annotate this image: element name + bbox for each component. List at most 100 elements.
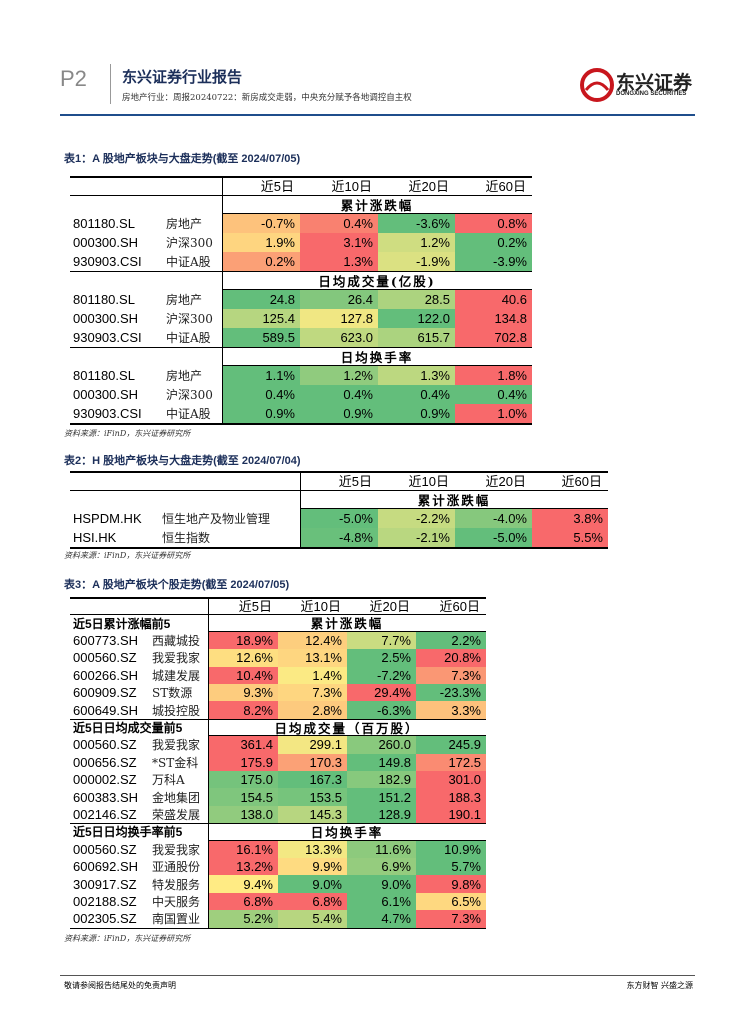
table-rule (70, 547, 608, 549)
value-cell: 172.5 (416, 753, 486, 771)
vertical-rule (222, 176, 223, 423)
table-source: 资料来源：iFinD，东兴证券研究所 (64, 934, 191, 943)
section-rule (70, 195, 532, 196)
value-cell: 134.8 (455, 309, 532, 328)
value-cell: 4.7% (347, 910, 416, 928)
value-cell: 154.5 (208, 788, 278, 806)
row-name: 金地集团 (152, 790, 201, 805)
row-code: 801180.SL (73, 216, 135, 231)
value-cell: 175.0 (208, 771, 278, 789)
value-cell: -23.3% (416, 684, 486, 702)
row-code: 002305.SZ (73, 911, 137, 927)
row-code: 930903.CSI (73, 330, 142, 345)
subtitle: 房地产行业：周报20240722：新房成交走弱，中央充分赋予各地调控自主权 (122, 93, 412, 103)
value-cell: 13.2% (208, 858, 278, 876)
table-title: 表3：A 股地产板块个股走势(截至 2024/07/05) (64, 579, 290, 591)
value-cell: 6.8% (278, 892, 347, 911)
row-code: 600266.SH (73, 667, 139, 683)
value-cell: 0.8% (455, 214, 532, 233)
value-cell: 0.9% (300, 404, 378, 423)
value-cell: 170.3 (278, 753, 347, 771)
value-cell: -4.0% (455, 509, 532, 528)
value-cell: -6.3% (347, 701, 416, 719)
footer-right: 东方财智 兴盛之源 (626, 981, 693, 990)
row-name: 沪深300 (166, 388, 213, 402)
value-cell: 299.1 (278, 736, 347, 754)
row-name: 我爱我家 (152, 842, 201, 857)
row-name: 亚通股份 (152, 860, 201, 875)
value-cell: 20.8% (416, 649, 486, 667)
table-rule (70, 597, 486, 599)
value-cell: 623.0 (300, 328, 378, 347)
value-cell: 7.3% (416, 666, 486, 684)
value-cell: 190.1 (416, 805, 486, 824)
value-cell: 18.9% (208, 631, 278, 650)
row-name: 沪深300 (166, 312, 213, 326)
value-cell: 40.6 (455, 290, 532, 309)
value-cell: 188.3 (416, 788, 486, 806)
row-name: 中证A股 (166, 407, 211, 421)
value-cell: 615.7 (378, 328, 455, 347)
value-cell: 125.4 (222, 309, 300, 328)
column-header: 近20日 (485, 474, 526, 489)
section-label: 近5日日均成交量前5 (73, 720, 183, 735)
value-cell: 6.5% (416, 892, 486, 911)
column-header: 近10日 (300, 599, 341, 615)
value-cell: 10.9% (416, 840, 486, 858)
header-rule (60, 114, 695, 116)
row-name: 中天服务 (152, 894, 201, 909)
row-code: 002188.SZ (73, 893, 137, 909)
value-cell: 9.3% (208, 684, 278, 702)
section-heading: 日均成交量（百万股） (208, 719, 486, 737)
value-cell: 182.9 (347, 771, 416, 789)
row-code: 000560.SZ (73, 841, 137, 857)
vertical-rule (208, 597, 209, 928)
value-cell: -3.6% (378, 214, 455, 233)
brand: 东兴证券行业报告 (122, 69, 243, 86)
section-heading: 累计涨跌幅 (222, 195, 532, 214)
value-cell: 0.9% (378, 404, 455, 423)
row-code: 000002.SZ (73, 772, 137, 788)
value-cell: 702.8 (455, 328, 532, 347)
table-title: 表2：H 股地产板块与大盘走势(截至 2024/07/04) (64, 455, 301, 467)
table-source: 资料来源：iFinD，东兴证券研究所 (64, 551, 191, 560)
row-code: 801180.SL (73, 368, 135, 383)
value-cell: 1.8% (455, 366, 532, 385)
value-cell: 12.4% (278, 631, 347, 650)
value-cell: 26.4 (300, 290, 378, 309)
value-cell: -0.7% (222, 214, 300, 233)
column-header: 近20日 (369, 599, 410, 615)
value-cell: 0.4% (222, 385, 300, 404)
value-cell: 361.4 (208, 736, 278, 754)
value-cell: 29.4% (347, 684, 416, 702)
column-header: 近5日 (338, 474, 372, 489)
logo-en: DONGXING SECURITIES (616, 91, 687, 97)
value-cell: 122.0 (378, 309, 455, 328)
column-header: 近10日 (408, 474, 449, 489)
value-cell: 1.3% (300, 252, 378, 271)
footer-left: 敬请参阅报告结尾处的免责声明 (64, 981, 176, 990)
value-cell: 8.2% (208, 701, 278, 719)
logo-icon (580, 68, 614, 102)
page-number: P2 (60, 66, 87, 91)
table-rule (70, 176, 532, 178)
value-cell: 260.0 (347, 736, 416, 754)
row-code: 002146.SZ (73, 806, 137, 822)
value-cell: 3.1% (300, 233, 378, 252)
row-code: HSI.HK (73, 530, 117, 545)
row-code: 600383.SH (73, 789, 139, 805)
value-cell: 5.5% (532, 528, 608, 547)
value-cell: 13.3% (278, 840, 347, 858)
vertical-rule (300, 471, 301, 547)
value-cell: 301.0 (416, 771, 486, 789)
value-cell: 127.8 (300, 309, 378, 328)
row-name: 我爱我家 (152, 651, 201, 666)
column-header: 近60日 (439, 599, 480, 615)
row-code: 600773.SH (73, 632, 139, 648)
value-cell: 1.3% (378, 366, 455, 385)
row-code: 600649.SH (73, 702, 139, 718)
value-cell: 5.7% (416, 858, 486, 876)
row-code: 000300.SH (73, 235, 139, 250)
value-cell: 0.4% (378, 385, 455, 404)
